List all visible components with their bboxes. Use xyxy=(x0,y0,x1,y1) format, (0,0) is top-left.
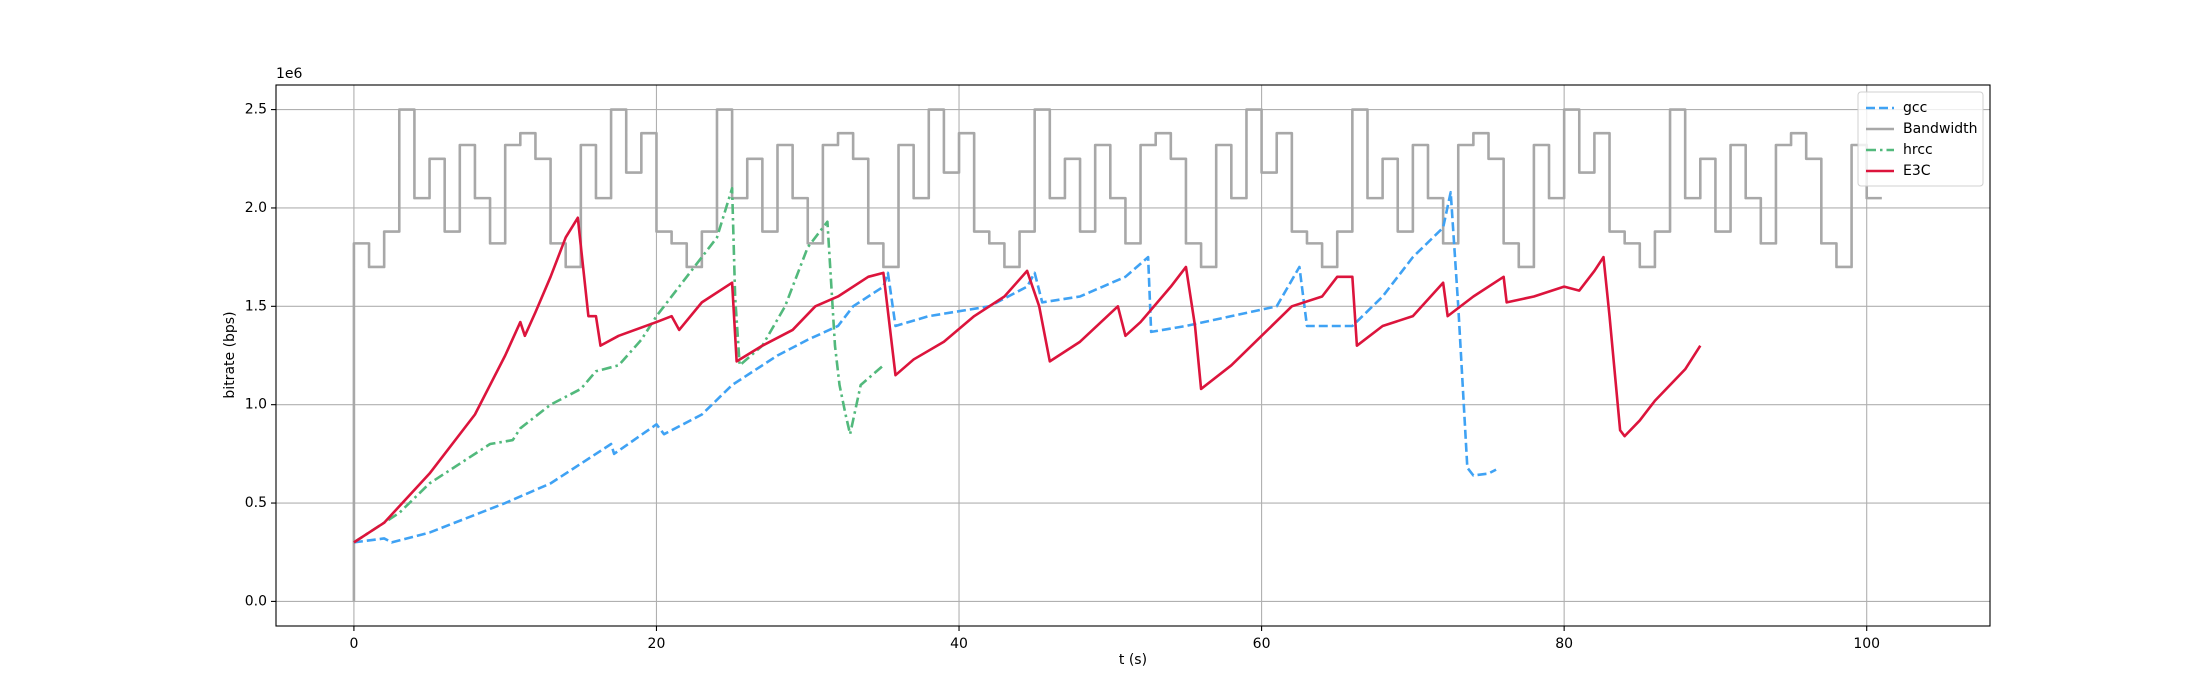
y-tick-label: 0.5 xyxy=(245,495,267,511)
series-line xyxy=(353,186,885,544)
x-tick-label: 20 xyxy=(648,636,666,652)
x-tick-label: 0 xyxy=(349,636,358,652)
x-tick-label: 40 xyxy=(950,636,968,652)
x-tick-label: 100 xyxy=(1853,636,1880,652)
y-axis-label: bitrate (bps) xyxy=(222,311,238,398)
y-tick-label: 2.0 xyxy=(245,200,267,216)
x-axis-label: t (s) xyxy=(1119,652,1147,668)
y-tick-label: 0.0 xyxy=(245,593,267,609)
x-tick-label: 80 xyxy=(1555,636,1573,652)
y-tick-label: 2.5 xyxy=(245,102,267,118)
legend-label: Bandwidth xyxy=(1903,121,1978,137)
series-line xyxy=(353,190,1497,544)
series-line xyxy=(353,216,1702,544)
axes-frame xyxy=(275,84,1991,627)
legend-box xyxy=(1857,91,1984,187)
y-tick-label: 1.0 xyxy=(245,397,267,413)
legend-label: hrcc xyxy=(1903,142,1933,158)
series-line xyxy=(352,108,1882,602)
y-tick-label: 1.5 xyxy=(245,298,267,314)
y-offset-text: 1e6 xyxy=(276,66,303,82)
legend-label: gcc xyxy=(1903,100,1927,116)
x-tick-label: 60 xyxy=(1253,636,1271,652)
legend-label: E3C xyxy=(1903,163,1931,179)
